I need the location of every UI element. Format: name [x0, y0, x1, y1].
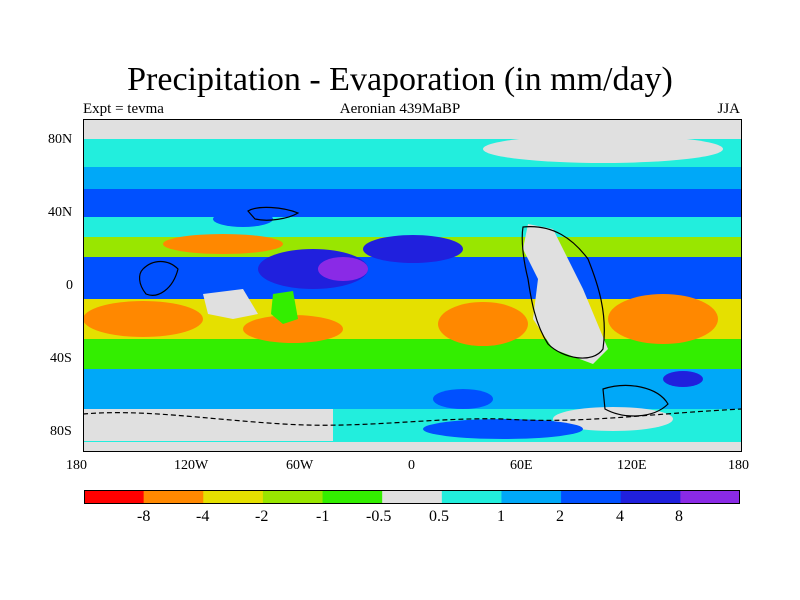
colorbar-swatch	[680, 490, 740, 504]
colorbar-swatch	[84, 490, 145, 504]
lat-tick-label: 40S	[50, 351, 72, 366]
lat-tick-label: 80S	[50, 424, 72, 439]
field-bands	[83, 139, 742, 442]
colorbar-label: -1	[316, 508, 330, 525]
coastline-south	[602, 384, 669, 417]
colorbar-swatch	[203, 490, 264, 504]
lon-tick-label: 120E	[617, 458, 647, 473]
lon-tick-label: 0	[408, 458, 415, 473]
colorbar-swatch	[322, 490, 383, 504]
land-outlines	[83, 206, 742, 426]
colorbar-label: -4	[196, 508, 210, 525]
experiment-label: Expt = tevma	[83, 101, 164, 117]
colorbar-label: -8	[137, 508, 151, 525]
lon-tick-label: 60E	[510, 458, 533, 473]
lon-tick-label: 180	[66, 458, 87, 473]
map-title: Precipitation - Evaporation (in mm/day)	[127, 61, 673, 98]
map-frame	[83, 119, 742, 452]
season-label: JJA	[717, 101, 740, 117]
colorbar-swatch	[620, 490, 681, 504]
colorbar-label: 1	[497, 508, 505, 525]
colorbar-swatch	[501, 490, 562, 504]
colorbar-swatch	[143, 490, 204, 504]
colorbar-label: 4	[616, 508, 624, 525]
lat-tick-label: 40N	[48, 205, 73, 220]
precip-evap-map	[83, 119, 742, 452]
lon-tick-label: 180	[728, 458, 749, 473]
colorbar-label: 8	[675, 508, 683, 525]
colorbar-label: 2	[556, 508, 564, 525]
field-features	[83, 135, 723, 441]
colorbar-swatch	[441, 490, 502, 504]
period-label: Aeronian 439MaBP	[339, 101, 461, 117]
coastline-southern-margin	[83, 408, 742, 426]
colorbar	[84, 490, 740, 504]
lon-tick-label: 60W	[286, 458, 314, 473]
coastline-east	[521, 226, 605, 359]
coastline-equatorial	[139, 260, 179, 296]
colorbar-swatch	[262, 490, 324, 504]
lat-tick-label: 0	[66, 278, 73, 293]
colorbar-label: -2	[255, 508, 269, 525]
colorbar-swatch	[382, 490, 443, 504]
colorbar-label: 0.5	[429, 508, 449, 525]
colorbar-swatch	[561, 490, 622, 504]
lon-tick-label: 120W	[174, 458, 209, 473]
coastline-north	[247, 206, 300, 221]
lat-tick-label: 80N	[48, 132, 73, 147]
colorbar-label: -0.5	[366, 508, 392, 525]
